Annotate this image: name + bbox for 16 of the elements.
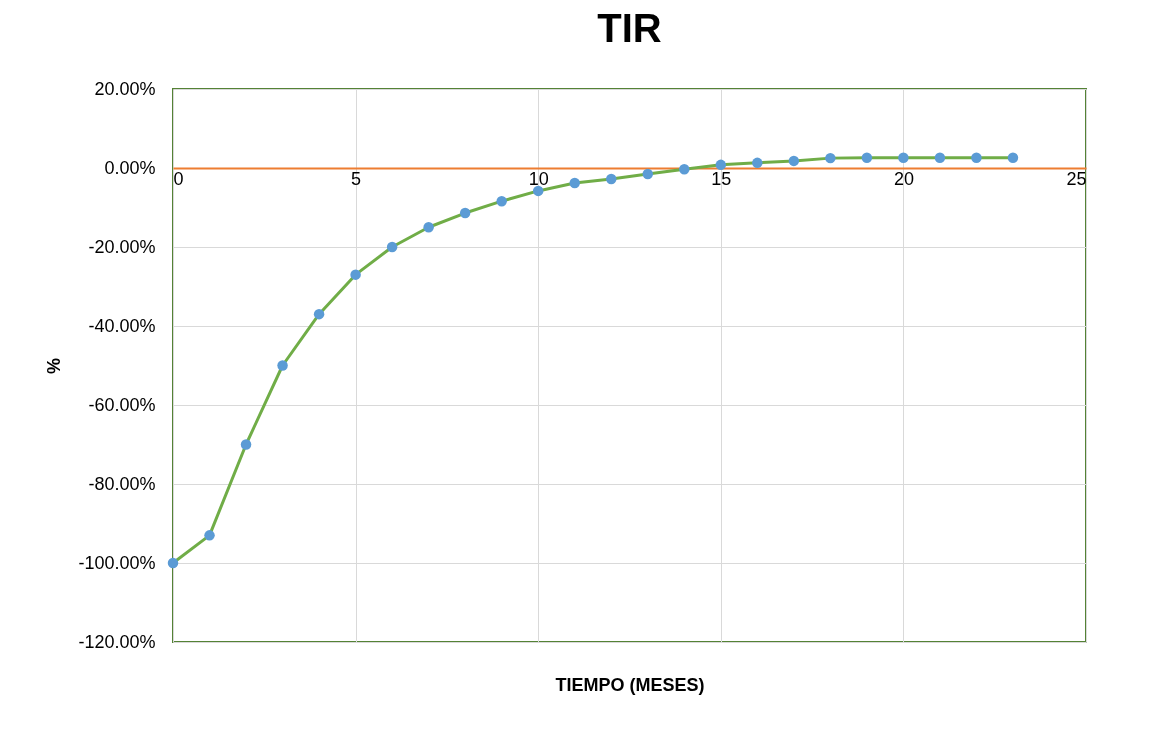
x-tick-label: 15 xyxy=(711,168,732,189)
y-tick-label: -40.00% xyxy=(88,315,156,336)
y-tick-label: -120.00% xyxy=(78,631,156,652)
y-tick-label: 20.00% xyxy=(94,78,156,99)
y-tick-label: -20.00% xyxy=(88,236,156,257)
y-axis-title: % xyxy=(44,357,65,375)
y-tick-label: -60.00% xyxy=(88,394,156,415)
y-tick-label: -100.00% xyxy=(78,552,156,573)
x-tick-label: 5 xyxy=(351,168,362,189)
chart-title: TIR xyxy=(597,6,662,50)
y-tick-label: -80.00% xyxy=(88,473,156,494)
x-tick-label: 10 xyxy=(528,168,549,189)
x-tick-label: 0 xyxy=(173,168,184,189)
x-axis-title: TIEMPO (MESES) xyxy=(555,674,705,695)
y-tick-label: 0.00% xyxy=(104,157,156,178)
x-tick-label: 20 xyxy=(893,168,914,189)
